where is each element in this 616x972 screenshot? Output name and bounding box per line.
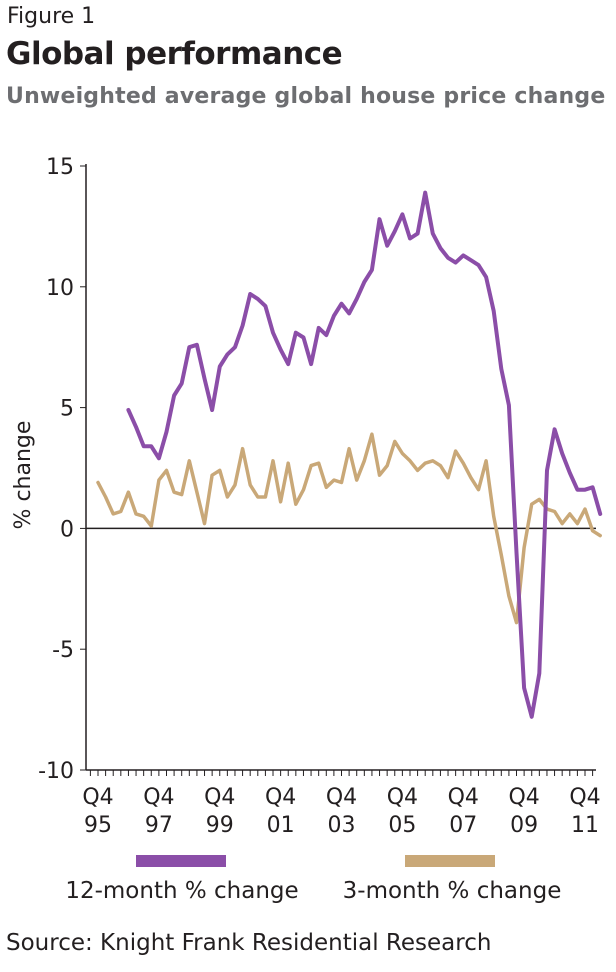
chart-title: Global performance (6, 36, 343, 72)
legend-swatch-12-month (136, 855, 226, 867)
y-tick-label: 10 (46, 276, 74, 301)
x-tick-label-quarter: Q4 (508, 785, 539, 810)
x-tick-label-quarter: Q4 (326, 785, 357, 810)
source-note: Source: Knight Frank Residential Researc… (6, 930, 492, 956)
axes (85, 164, 596, 776)
x-tick-label-year: 07 (449, 813, 477, 838)
x-tick-label-quarter: Q4 (569, 785, 600, 810)
series-layer (96, 190, 603, 719)
x-tick-label-quarter: Q4 (82, 785, 113, 810)
chart-subtitle: Unweighted average global house price ch… (6, 84, 606, 109)
y-tick-label: 15 (46, 155, 74, 180)
x-tick-label-quarter: Q4 (265, 785, 296, 810)
x-tick-label-year: 11 (571, 813, 599, 838)
x-tick-label-year: 03 (328, 813, 356, 838)
x-tick-label-quarter: Q4 (204, 785, 235, 810)
legend: 12-month % change 3-month % change (65, 855, 561, 904)
y-tick-label: -5 (52, 638, 74, 663)
legend-label-3-month: 3-month % change (343, 878, 562, 904)
x-tick-labels: Q4 95 Q4 97 Q4 99 Q4 01 Q4 03 Q4 05 Q4 07 Q4 09 Q4 11 (82, 785, 600, 838)
x-tick-label-quarter: Q4 (387, 785, 418, 810)
x-tick-label-quarter: Q4 (448, 785, 479, 810)
y-tick-label: 0 (60, 517, 74, 542)
y-axis-label: % change (11, 421, 36, 530)
x-tick-label-year: 95 (84, 813, 112, 838)
y-tick-label: -10 (38, 759, 74, 784)
y-tick-labels: -10 -5 0 5 10 15 (38, 155, 86, 784)
legend-swatch-3-month (405, 855, 495, 867)
y-tick-label: 5 (60, 397, 74, 422)
x-tick-label-year: 05 (388, 813, 416, 838)
series-3-month-line (96, 432, 602, 625)
x-tick-label-year: 09 (510, 813, 538, 838)
figure-label: Figure 1 (7, 4, 96, 29)
legend-label-12-month: 12-month % change (65, 878, 298, 904)
x-tick-label-year: 01 (267, 813, 295, 838)
x-tick-label-year: 99 (206, 813, 234, 838)
x-tick-label-year: 97 (145, 813, 173, 838)
x-tick-label-quarter: Q4 (143, 785, 174, 810)
series-12-month-line (126, 190, 603, 719)
